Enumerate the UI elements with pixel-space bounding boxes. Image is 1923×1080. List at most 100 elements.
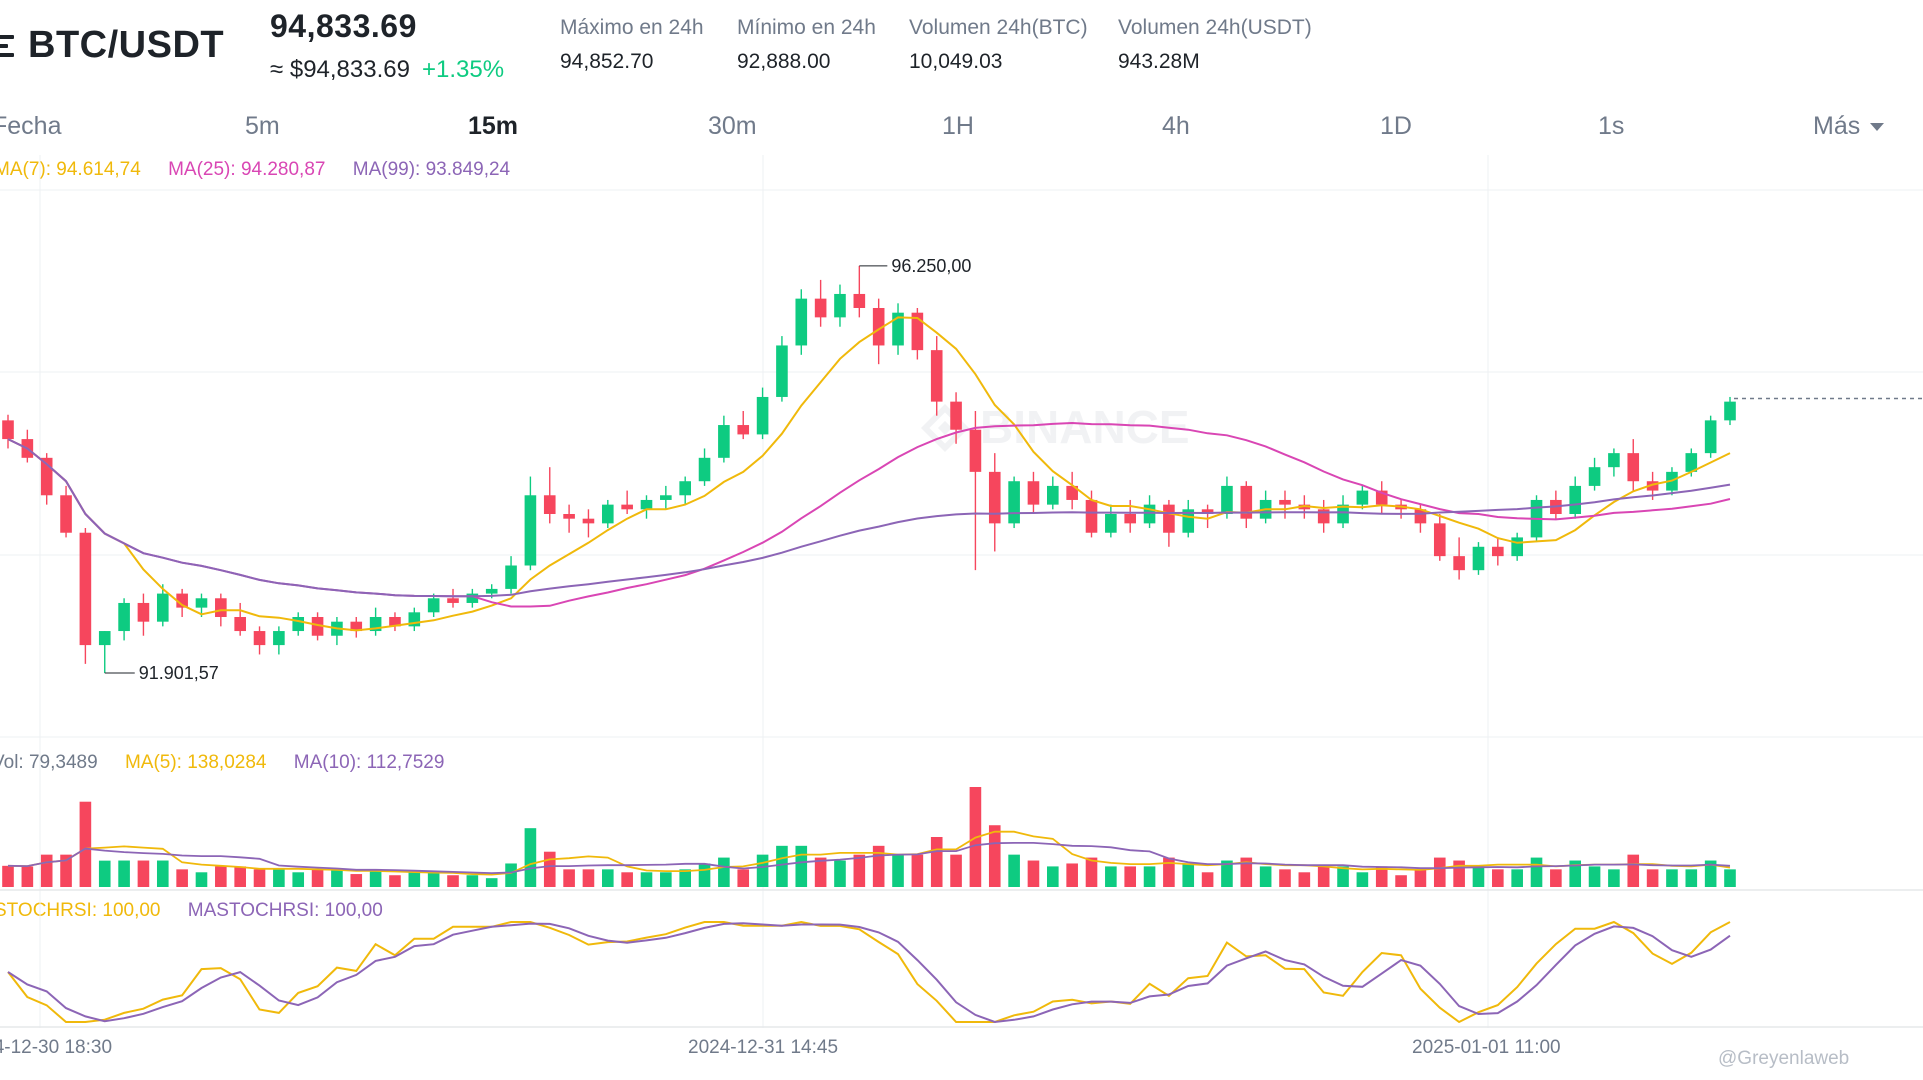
menu-icon[interactable] xyxy=(0,33,14,59)
volume-bar xyxy=(1279,869,1291,887)
volume-bar xyxy=(1240,857,1253,887)
legend-vol-ma5: MA(5): 138,0284 xyxy=(124,752,267,773)
candle-body xyxy=(253,631,266,646)
volume-bar xyxy=(988,825,1001,887)
candle-body xyxy=(1047,485,1059,505)
candle-body xyxy=(1646,481,1659,491)
candle-body xyxy=(408,612,421,627)
volume-bar xyxy=(1027,860,1040,887)
stat-value: 10,049.03 xyxy=(909,50,1003,73)
volume-bar xyxy=(737,869,750,887)
volume-bar xyxy=(1182,863,1195,887)
volume-bar xyxy=(1375,866,1388,887)
legend-ma99: MA(99): 93.849,24 xyxy=(352,159,511,180)
volume-bar xyxy=(1414,869,1427,887)
x-tick-label: 2024-12-30 18:30 xyxy=(0,1037,112,1058)
candle-body xyxy=(466,593,479,603)
candle-body xyxy=(1337,504,1349,524)
vol-ma10-line xyxy=(7,842,1731,875)
tab-4h[interactable]: 4h xyxy=(1162,112,1190,140)
tab-more[interactable]: Más xyxy=(1813,112,1885,141)
volume-bar xyxy=(98,860,111,887)
caret-down-icon xyxy=(1870,123,1885,132)
candle-body xyxy=(350,621,363,632)
volume-bar xyxy=(524,828,537,887)
volume-bar xyxy=(1085,857,1098,887)
candle-body xyxy=(718,425,730,458)
price-annotations: 96.250,00 91.901,57 xyxy=(104,256,971,683)
symbol-selector[interactable]: BTC/USDT xyxy=(0,24,224,67)
price-usd-line: ≈ $94,833.69 +1.35% xyxy=(270,56,504,84)
candle-body xyxy=(582,518,595,524)
tab-15m[interactable]: 15m xyxy=(468,112,519,140)
ma25-line xyxy=(7,421,1731,608)
volume-bar xyxy=(892,854,904,887)
candle-body xyxy=(543,495,556,514)
tab-fecha[interactable]: Fecha xyxy=(0,112,62,140)
price-usd: ≈ $94,833.69 xyxy=(270,56,410,83)
candle-body xyxy=(1472,546,1485,571)
candle-body xyxy=(118,602,130,632)
volume-bar xyxy=(253,869,266,887)
candle-body xyxy=(1588,467,1601,486)
candle-body xyxy=(1163,504,1175,533)
candle-body xyxy=(389,617,401,627)
volume-bar xyxy=(1395,875,1407,887)
stat-value: 94,852.70 xyxy=(560,50,654,73)
volume-bar xyxy=(1646,869,1659,887)
volume-legend: Vol: 79,3489 MA(5): 138,0284 MA(10): 112… xyxy=(0,752,466,774)
volume-bar xyxy=(1492,869,1504,887)
tab-5m[interactable]: 5m xyxy=(245,112,280,140)
tab-1s[interactable]: 1s xyxy=(1598,112,1625,140)
legend-vol-ma10: MA(10): 112,7529 xyxy=(293,752,445,773)
volume-bar xyxy=(1124,866,1137,887)
legend-ma7: MA(7): 94.614,74 xyxy=(0,159,141,180)
volume-bar xyxy=(950,854,962,887)
candle-body xyxy=(2,420,14,440)
volume-bar xyxy=(60,854,72,887)
stat-volume-btc: Volumen 24h(BTC) 10,049.03 xyxy=(909,16,1088,74)
legend-mastochrsi: MASTOCHRSI: 100,00 xyxy=(187,900,383,921)
volume-bar xyxy=(911,854,924,887)
candle-body xyxy=(292,617,305,632)
candle-body xyxy=(776,345,788,397)
candle-body xyxy=(1375,490,1388,505)
candle-body xyxy=(737,425,750,435)
candle-body xyxy=(621,504,633,510)
candle-body xyxy=(1356,490,1369,505)
candle-body xyxy=(1627,453,1640,482)
volume-bar xyxy=(1433,857,1446,887)
candle-body xyxy=(1453,556,1465,571)
last-price: 94,833.69 xyxy=(270,8,417,44)
volume-bar xyxy=(1511,869,1523,887)
candle-body xyxy=(311,617,324,636)
candle-body xyxy=(1511,537,1523,557)
ma99-line xyxy=(7,438,1731,598)
volume-bar xyxy=(485,878,498,887)
volume-bar xyxy=(582,869,595,887)
tab-30m[interactable]: 30m xyxy=(708,112,757,140)
candlestick-chart[interactable]: BINANCE 96.250,00 91.901,57 2024-12-30 18… xyxy=(0,150,1923,1080)
stat-high-24h: Máximo en 24h 94,852.70 xyxy=(560,16,704,74)
volume-bar xyxy=(273,869,285,887)
candle-body xyxy=(1317,509,1330,524)
price-change: +1.35% xyxy=(421,56,505,83)
candle-body xyxy=(950,401,962,430)
stat-label: Mínimo en 24h xyxy=(737,16,876,39)
stat-value: 92,888.00 xyxy=(737,50,831,73)
tab-1h[interactable]: 1H xyxy=(942,112,974,140)
volume-bar xyxy=(1569,860,1582,887)
candle-body xyxy=(853,293,866,308)
volume-bar xyxy=(311,869,324,887)
volume-bar xyxy=(1666,869,1678,887)
candle-body xyxy=(79,532,92,646)
volume-bar xyxy=(369,869,382,887)
volume-bar xyxy=(1047,866,1059,887)
credit-watermark: @Greyenlaweb xyxy=(1718,1048,1849,1069)
candle-body xyxy=(1492,546,1504,557)
candle-body xyxy=(1433,523,1446,557)
stat-low-24h: Mínimo en 24h 92,888.00 xyxy=(737,16,876,74)
candle-body xyxy=(988,471,1001,524)
tab-1d[interactable]: 1D xyxy=(1380,112,1412,140)
candle-body xyxy=(156,593,169,622)
